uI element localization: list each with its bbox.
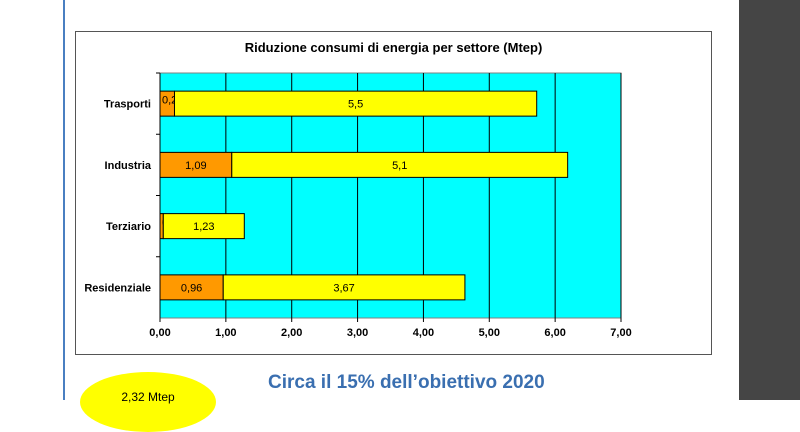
bar-segment xyxy=(173,90,538,117)
slide-left-margin xyxy=(0,0,65,400)
data-label: 1,23 xyxy=(193,221,214,233)
data-label: 3,67 xyxy=(333,282,354,294)
bar-segment xyxy=(231,151,569,178)
data-label: 5,5 xyxy=(348,99,363,111)
category-label: Trasporti xyxy=(104,99,151,111)
bar-segment xyxy=(159,151,233,178)
category-label: Terziario xyxy=(106,221,151,233)
savings-badge: 2,32 Mtep xyxy=(80,372,216,432)
x-tick-label: 1,00 xyxy=(215,327,236,339)
savings-badge-label: 2,32 Mtep xyxy=(121,390,175,404)
x-tick-label: 5,00 xyxy=(479,327,500,339)
x-tick-label: 6,00 xyxy=(544,327,565,339)
bar-segment xyxy=(162,213,245,240)
slide-caption: Circa il 15% dell’obiettivo 2020 xyxy=(268,372,545,393)
category-label: Industria xyxy=(105,160,152,172)
x-tick-label: 0,00 xyxy=(149,327,170,339)
bar-chart: 0,00 1,00 2,00 3,00 4,00 5,00 6,00 7,00 Trasport… xyxy=(84,72,632,339)
data-label: 5,1 xyxy=(392,160,407,172)
x-tick-label: 4,00 xyxy=(413,327,434,339)
bar-segment xyxy=(159,274,224,301)
data-label: 0,96 xyxy=(181,282,202,294)
slide-right-panel xyxy=(739,0,800,400)
chart-title: Riduzione consumi di energia per settore… xyxy=(244,40,543,55)
data-label: 1,09 xyxy=(185,160,206,172)
x-tick-label: 2,00 xyxy=(281,327,302,339)
x-tick-label: 3,00 xyxy=(347,327,368,339)
category-label: Residenziale xyxy=(84,282,151,294)
bar-segment xyxy=(222,274,466,301)
x-tick-label: 7,00 xyxy=(610,327,631,339)
